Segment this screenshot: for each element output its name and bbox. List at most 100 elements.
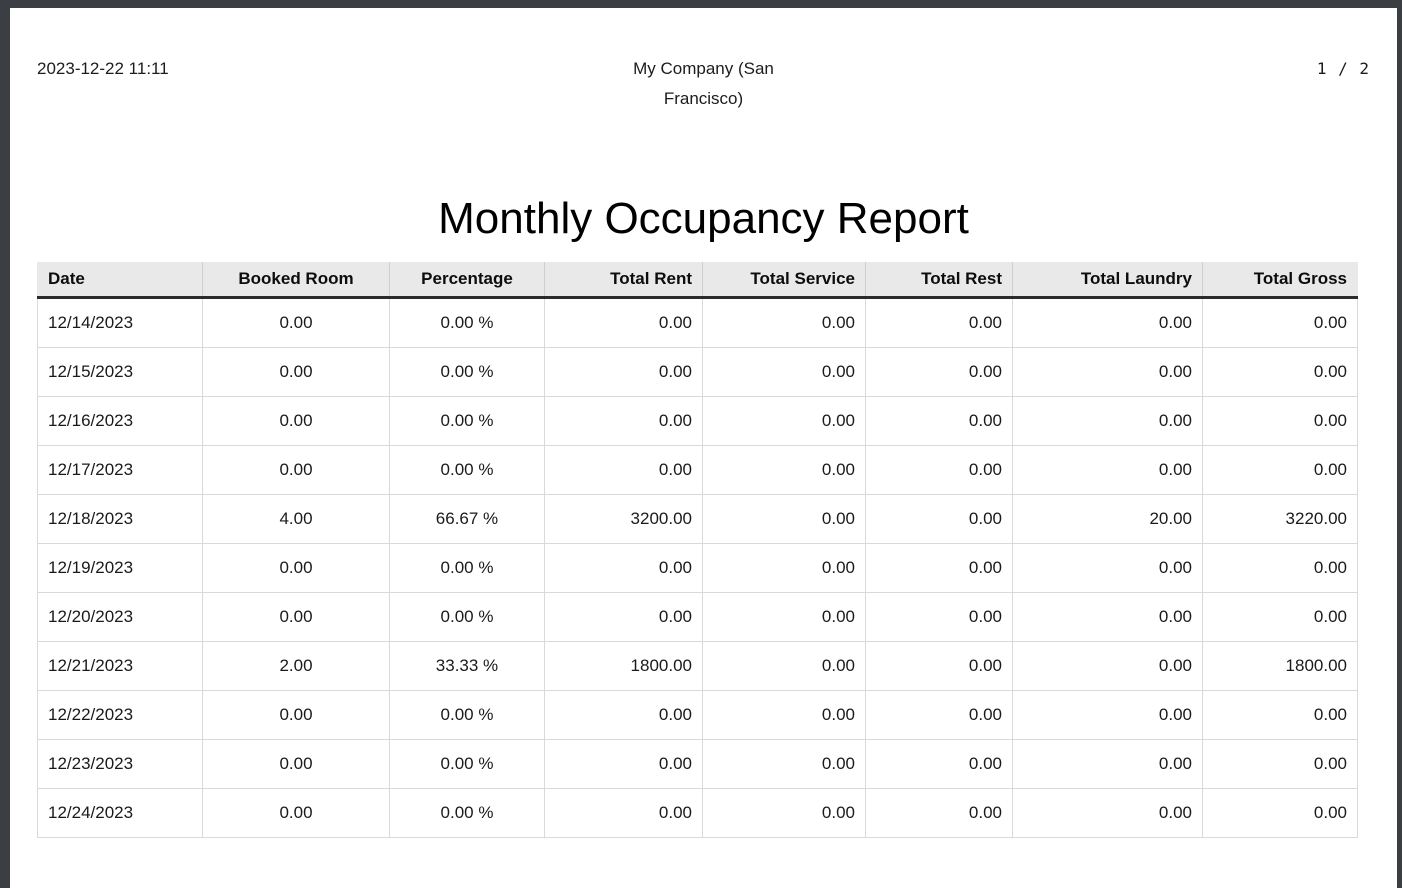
table-row: 12/21/2023 2.00 33.33 % 1800.00 0.00 0.00 0.00… <box>37 641 1358 691</box>
cell-total-rent: 0.00 <box>544 445 703 495</box>
cell-date: 12/17/2023 <box>37 445 203 495</box>
cell-date: 12/19/2023 <box>37 543 203 593</box>
column-header-percentage: Percentage <box>389 262 545 299</box>
report-page: 2023-12-22 11:11 My Company (San Francis… <box>10 8 1397 888</box>
table-header: Date Booked Room Percentage Total Rent Total… <box>37 262 1358 299</box>
cell-booked-room: 0.00 <box>202 297 390 348</box>
table-row: 12/23/2023 0.00 0.00 % 0.00 0.00 0.00 0.00 0.00 <box>37 739 1358 789</box>
cell-total-service: 0.00 <box>702 494 866 544</box>
cell-percentage: 0.00 % <box>389 297 545 348</box>
cell-total-gross: 0.00 <box>1202 347 1358 397</box>
cell-total-rest: 0.00 <box>865 739 1013 789</box>
cell-total-gross: 0.00 <box>1202 543 1358 593</box>
cell-booked-room: 0.00 <box>202 543 390 593</box>
cell-total-rent: 1800.00 <box>544 641 703 691</box>
cell-total-gross: 0.00 <box>1202 739 1358 789</box>
table-row: 12/15/2023 0.00 0.00 % 0.00 0.00 0.00 0.00 0.00 <box>37 347 1358 397</box>
cell-total-rest: 0.00 <box>865 494 1013 544</box>
cell-date: 12/24/2023 <box>37 788 203 838</box>
cell-total-gross: 0.00 <box>1202 396 1358 446</box>
cell-total-service: 0.00 <box>702 690 866 740</box>
cell-booked-room: 0.00 <box>202 347 390 397</box>
cell-total-service: 0.00 <box>702 788 866 838</box>
cell-date: 12/20/2023 <box>37 592 203 642</box>
cell-total-laundry: 0.00 <box>1012 297 1203 348</box>
column-header-total-rent: Total Rent <box>544 262 703 299</box>
cell-total-rest: 0.00 <box>865 297 1013 348</box>
cell-total-laundry: 20.00 <box>1012 494 1203 544</box>
cell-booked-room: 0.00 <box>202 739 390 789</box>
cell-booked-room: 2.00 <box>202 641 390 691</box>
cell-total-service: 0.00 <box>702 445 866 495</box>
cell-total-gross: 0.00 <box>1202 592 1358 642</box>
cell-total-service: 0.00 <box>702 592 866 642</box>
cell-total-laundry: 0.00 <box>1012 445 1203 495</box>
cell-total-gross: 0.00 <box>1202 297 1358 348</box>
table-row: 12/20/2023 0.00 0.00 % 0.00 0.00 0.00 0.00 0.00 <box>37 592 1358 642</box>
table-row: 12/22/2023 0.00 0.00 % 0.00 0.00 0.00 0.00 0.00 <box>37 690 1358 740</box>
table-row: 12/18/2023 4.00 66.67 % 3200.00 0.00 0.00 20.0… <box>37 494 1358 544</box>
report-title: Monthly Occupancy Report <box>438 194 969 243</box>
table-row: 12/14/2023 0.00 0.00 % 0.00 0.00 0.00 0.00 0.00 <box>37 297 1358 348</box>
table-row: 12/24/2023 0.00 0.00 % 0.00 0.00 0.00 0.00 0.00 <box>37 788 1358 838</box>
table-body: 12/14/2023 0.00 0.00 % 0.00 0.00 0.00 0.00 0.00… <box>37 297 1358 838</box>
cell-booked-room: 0.00 <box>202 445 390 495</box>
table-row: 12/19/2023 0.00 0.00 % 0.00 0.00 0.00 0.00 0.00 <box>37 543 1358 593</box>
cell-total-rent: 0.00 <box>544 543 703 593</box>
cell-percentage: 0.00 % <box>389 592 545 642</box>
cell-total-rent: 0.00 <box>544 297 703 348</box>
cell-total-rest: 0.00 <box>865 592 1013 642</box>
cell-total-rent: 0.00 <box>544 788 703 838</box>
print-timestamp: 2023-12-22 11:11 <box>37 59 169 78</box>
cell-total-laundry: 0.00 <box>1012 690 1203 740</box>
cell-percentage: 0.00 % <box>389 445 545 495</box>
cell-total-laundry: 0.00 <box>1012 788 1203 838</box>
cell-booked-room: 0.00 <box>202 690 390 740</box>
cell-date: 12/16/2023 <box>37 396 203 446</box>
cell-total-service: 0.00 <box>702 739 866 789</box>
cell-total-rent: 0.00 <box>544 396 703 446</box>
cell-total-gross: 0.00 <box>1202 788 1358 838</box>
cell-total-rent: 3200.00 <box>544 494 703 544</box>
cell-percentage: 0.00 % <box>389 690 545 740</box>
cell-total-rent: 0.00 <box>544 347 703 397</box>
cell-total-service: 0.00 <box>702 396 866 446</box>
cell-total-rest: 0.00 <box>865 690 1013 740</box>
cell-total-gross: 0.00 <box>1202 445 1358 495</box>
cell-date: 12/23/2023 <box>37 739 203 789</box>
column-header-total-rest: Total Rest <box>865 262 1013 299</box>
report-page-header: 2023-12-22 11:11 My Company (San Francis… <box>37 54 1370 114</box>
cell-date: 12/21/2023 <box>37 641 203 691</box>
cell-total-service: 0.00 <box>702 297 866 348</box>
column-header-total-service: Total Service <box>702 262 866 299</box>
cell-booked-room: 0.00 <box>202 788 390 838</box>
cell-date: 12/14/2023 <box>37 297 203 348</box>
cell-total-gross: 0.00 <box>1202 690 1358 740</box>
cell-booked-room: 4.00 <box>202 494 390 544</box>
cell-total-service: 0.00 <box>702 347 866 397</box>
cell-percentage: 0.00 % <box>389 543 545 593</box>
cell-total-gross: 3220.00 <box>1202 494 1358 544</box>
company-name: My Company (San Francisco) <box>633 59 774 108</box>
cell-total-rest: 0.00 <box>865 543 1013 593</box>
occupancy-table: Date Booked Room Percentage Total Rent Total… <box>37 262 1358 838</box>
column-header-total-laundry: Total Laundry <box>1012 262 1203 299</box>
cell-total-laundry: 0.00 <box>1012 592 1203 642</box>
column-header-date: Date <box>37 262 203 299</box>
cell-total-rent: 0.00 <box>544 739 703 789</box>
cell-booked-room: 0.00 <box>202 592 390 642</box>
cell-date: 12/15/2023 <box>37 347 203 397</box>
cell-total-rest: 0.00 <box>865 788 1013 838</box>
table-row: 12/16/2023 0.00 0.00 % 0.00 0.00 0.00 0.00 0.00 <box>37 396 1358 446</box>
cell-percentage: 0.00 % <box>389 739 545 789</box>
cell-booked-room: 0.00 <box>202 396 390 446</box>
cell-percentage: 33.33 % <box>389 641 545 691</box>
cell-percentage: 0.00 % <box>389 396 545 446</box>
cell-total-rest: 0.00 <box>865 347 1013 397</box>
cell-total-laundry: 0.00 <box>1012 543 1203 593</box>
page-number-indicator: 1 / 2 <box>1316 59 1370 78</box>
column-header-booked-room: Booked Room <box>202 262 390 299</box>
cell-total-rest: 0.00 <box>865 396 1013 446</box>
cell-total-rest: 0.00 <box>865 641 1013 691</box>
cell-total-rest: 0.00 <box>865 445 1013 495</box>
